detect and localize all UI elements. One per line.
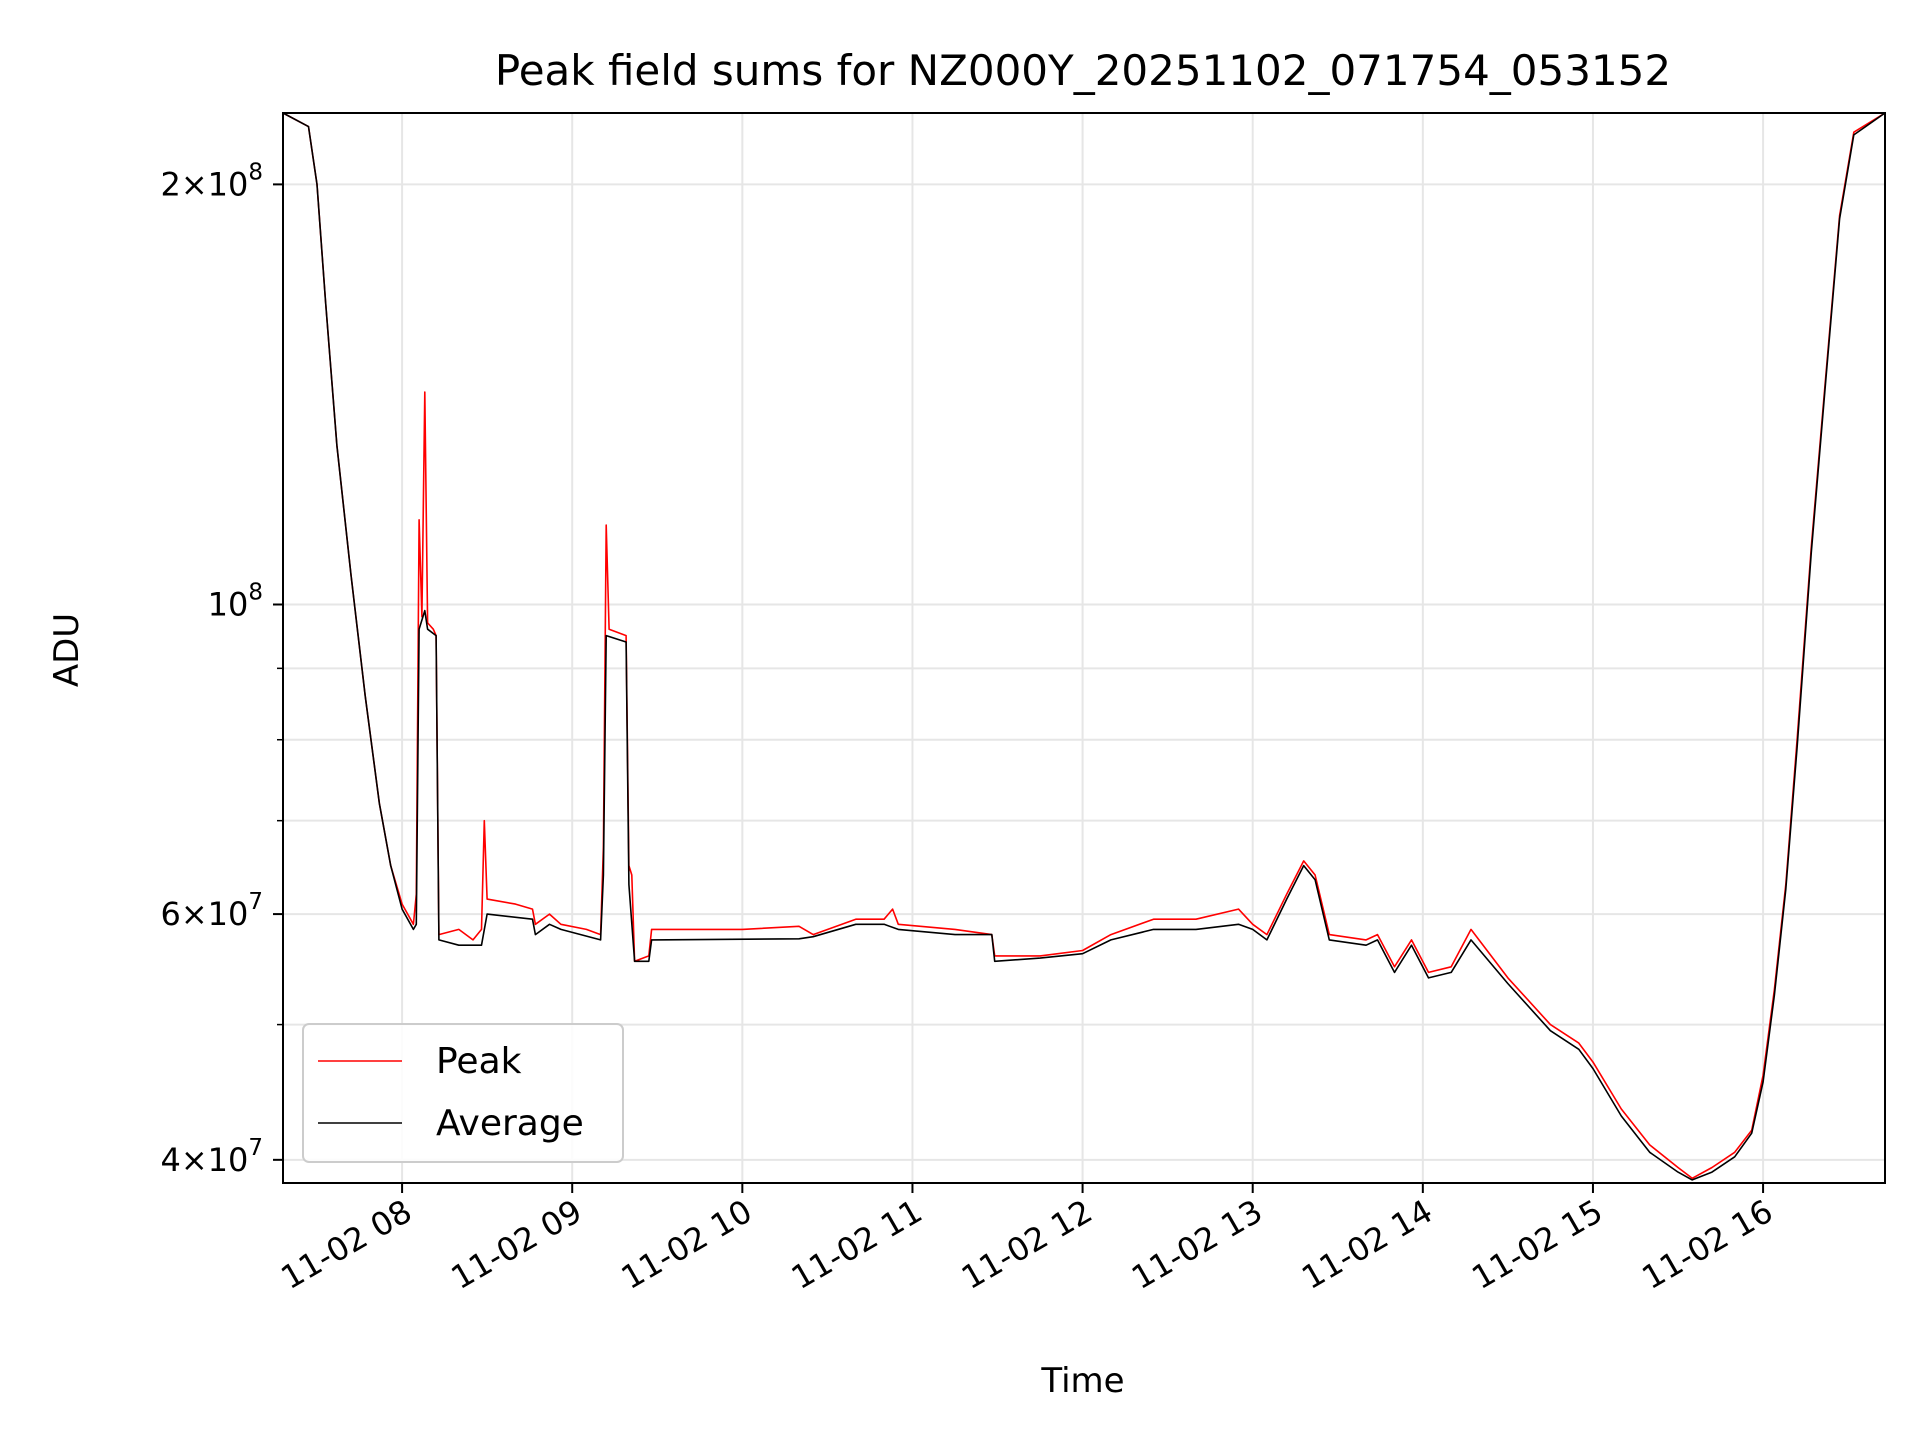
legend-box — [302, 1023, 624, 1163]
plot-frame — [282, 112, 1886, 1184]
y-axis-title: ADU — [47, 613, 87, 687]
y-tick-label: 4×107 — [160, 1135, 263, 1179]
chart-title: Peak field sums for NZ000Y_20251102_0717… — [495, 46, 1671, 95]
legend-label-peak: Peak — [436, 1041, 522, 1082]
y-tick-label: 6×107 — [160, 889, 263, 933]
y-tick-label: 2×108 — [160, 159, 263, 203]
series-line-average — [282, 112, 1886, 1181]
legend-label-average: Average — [436, 1103, 584, 1144]
series-line-peak — [282, 112, 1886, 1180]
y-tick-label: 108 — [208, 579, 263, 623]
x-axis-title: Time — [1040, 1361, 1124, 1401]
series-layer — [282, 112, 1886, 1181]
y-axis: 4×107 6×107 108 2×108 — [160, 159, 283, 1179]
legend: Peak Average — [302, 1023, 624, 1163]
